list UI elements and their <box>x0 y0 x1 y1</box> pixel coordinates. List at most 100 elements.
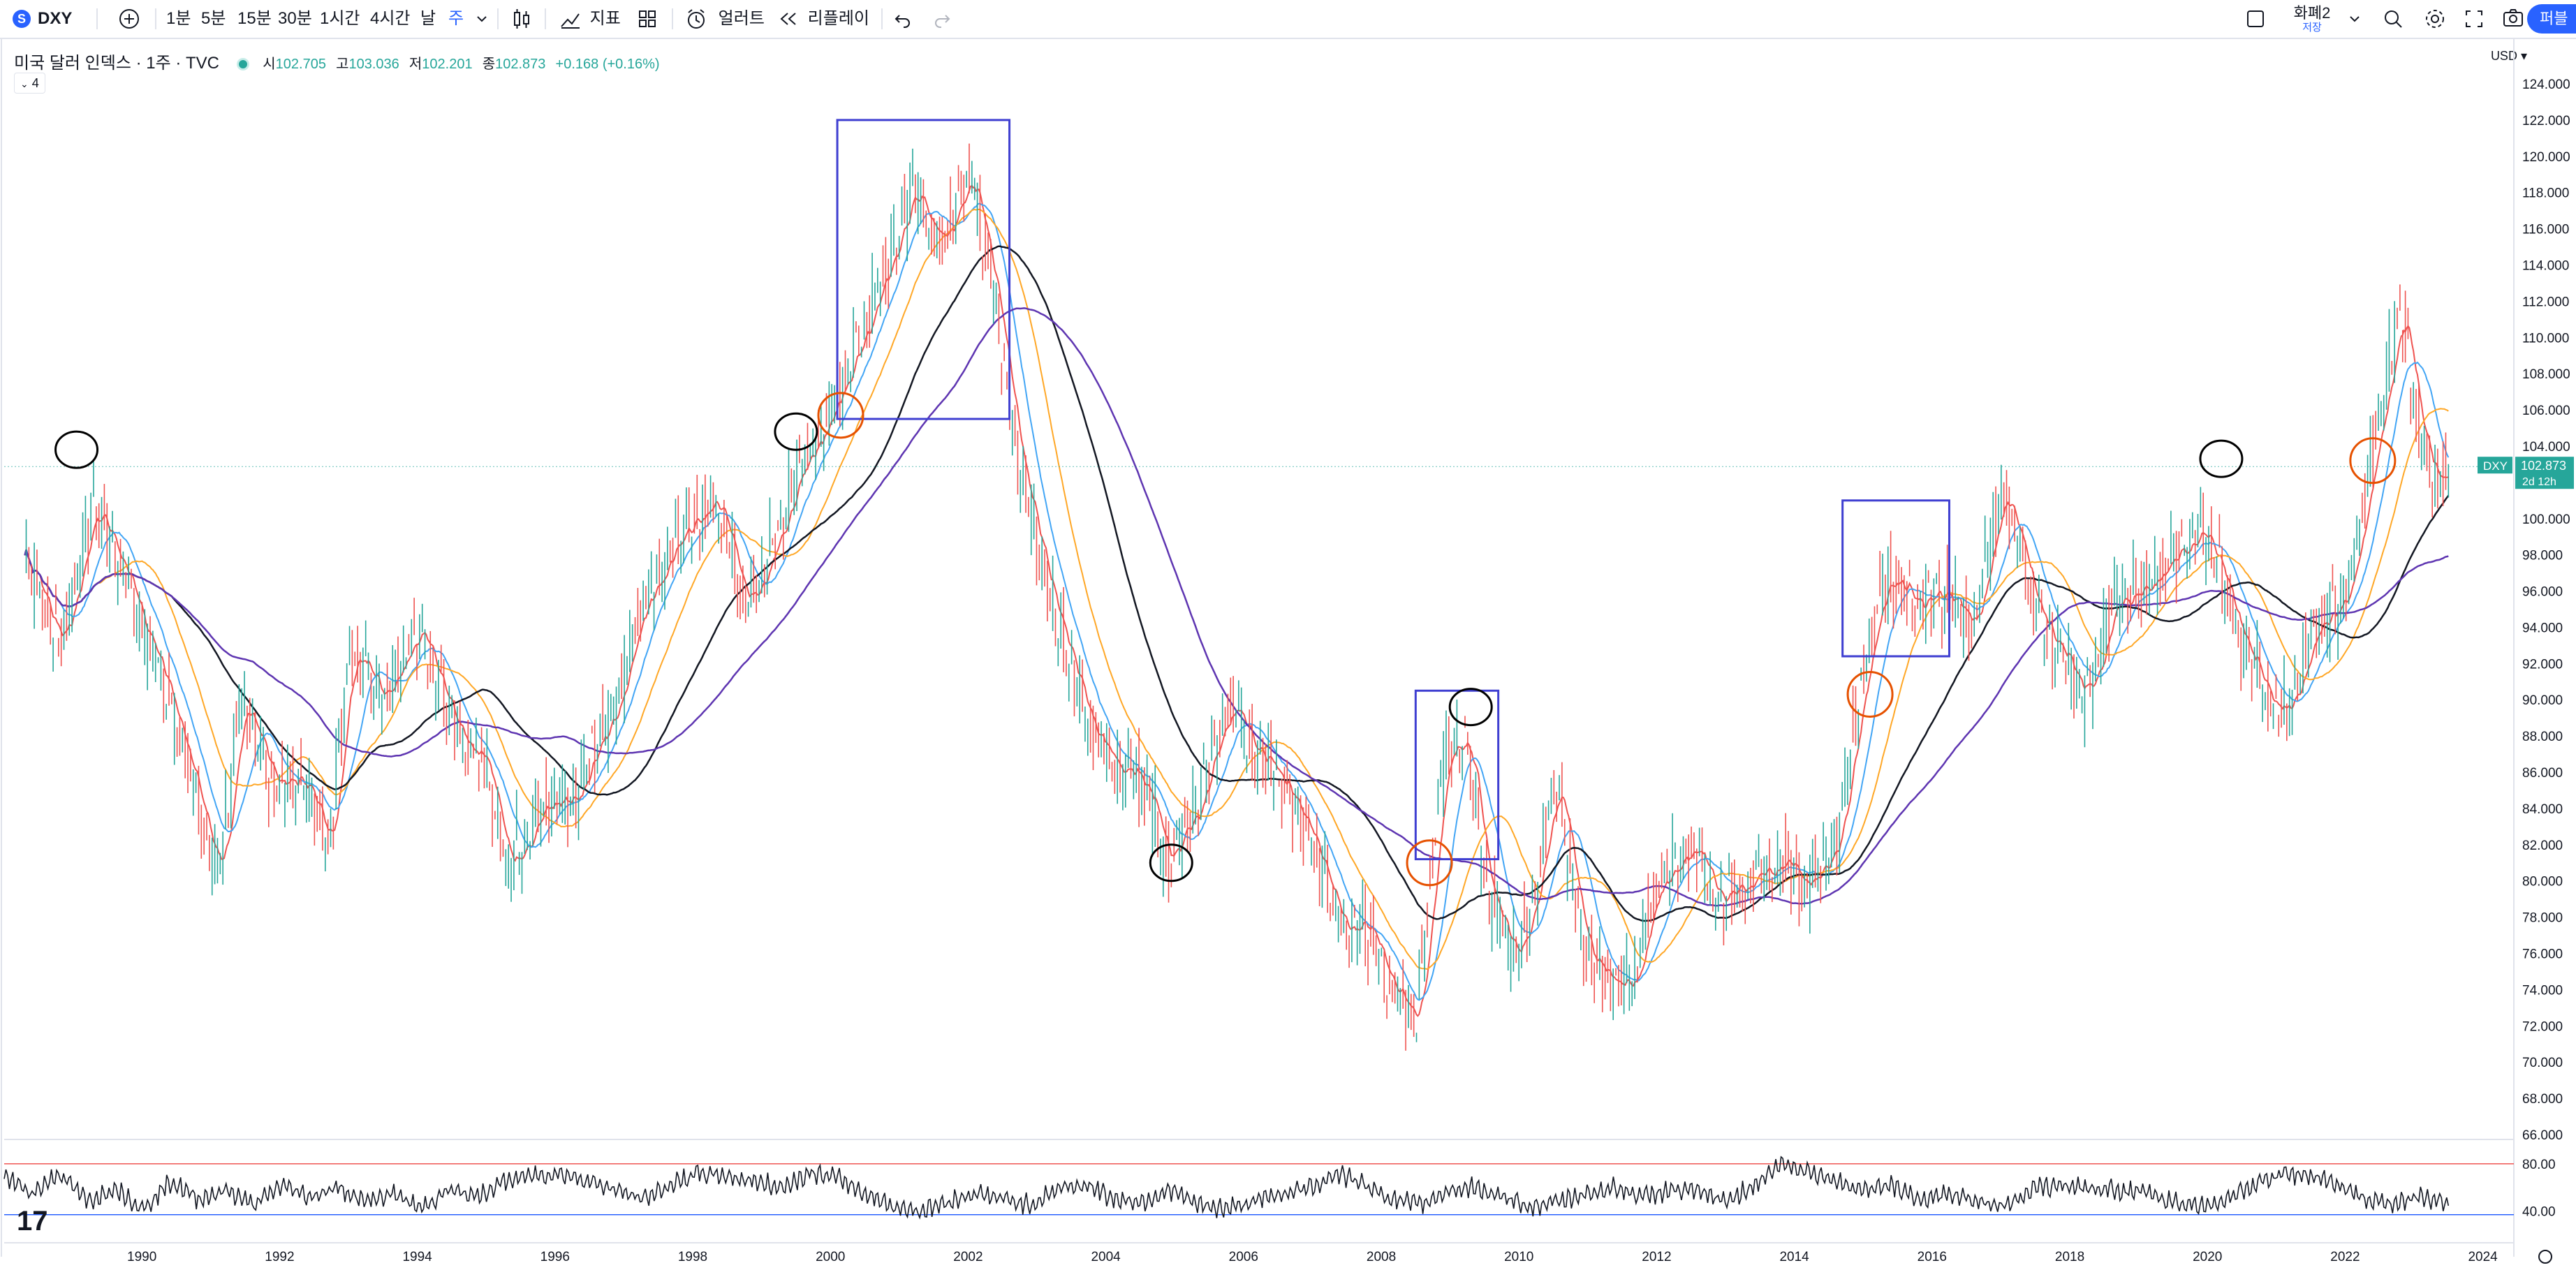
interval-4[interactable]: 1시간 <box>320 9 360 28</box>
high-key: 고 <box>336 57 349 72</box>
legend-title[interactable]: 미국 달러 인덱스 · 1주 · TVC <box>14 54 219 73</box>
layout-menu-button[interactable] <box>2348 0 2362 38</box>
axis-settings-icon[interactable] <box>2538 1250 2552 1264</box>
annotation-circle-black[interactable] <box>1448 688 1493 727</box>
price-tick: 106.000 <box>2522 404 2570 418</box>
layout-name-button[interactable]: 화폐2 저장 <box>2289 4 2335 34</box>
time-label: 2010 <box>1504 1250 1533 1264</box>
symbol-search-button[interactable]: DXY <box>38 9 73 28</box>
interval-0[interactable]: 1분 <box>166 9 191 28</box>
annotation-circle-orange[interactable] <box>1846 670 1894 718</box>
price-tick: 110.000 <box>2522 331 2569 346</box>
symbol-logo-icon: S <box>13 10 31 28</box>
last-label-countdown: 2d 12h <box>2522 476 2556 488</box>
plus-circle-icon <box>119 9 139 29</box>
ma-slow-line <box>24 208 2449 970</box>
price-tick: 94.000 <box>2522 621 2563 635</box>
price-tick: 88.000 <box>2522 730 2563 744</box>
fullscreen-button[interactable] <box>2462 0 2486 38</box>
annotation-box[interactable] <box>1841 499 1950 658</box>
interval-3[interactable]: 30분 <box>278 9 312 28</box>
price-tick: 112.000 <box>2522 295 2569 309</box>
time-label: 2008 <box>1367 1250 1396 1264</box>
time-label: 2000 <box>816 1250 845 1264</box>
annotation-box[interactable] <box>836 119 1011 420</box>
settings-button[interactable] <box>2423 0 2447 38</box>
time-label: 1994 <box>402 1250 432 1264</box>
layout-button[interactable] <box>2244 0 2267 38</box>
price-tick: 98.000 <box>2522 549 2563 563</box>
time-axis[interactable]: 1990 1992 1994 1996 1998 2000 2002 2004 2006 2008… <box>127 1250 2552 1264</box>
snapshot-button[interactable] <box>2501 0 2525 38</box>
currency-selector[interactable]: USD ▾ <box>2491 49 2527 64</box>
time-label: 2016 <box>1918 1250 1947 1264</box>
price-tick: 104.000 <box>2522 440 2570 455</box>
price-tick: 86.000 <box>2522 766 2563 781</box>
fullscreen-icon <box>2466 10 2482 27</box>
interval-5[interactable]: 4시간 <box>370 9 411 28</box>
annotation-circle-orange[interactable] <box>2349 437 2397 485</box>
interval-1[interactable]: 5분 <box>201 9 226 28</box>
last-label-price: 102.873 <box>2521 459 2566 473</box>
undo-button[interactable] <box>892 0 913 38</box>
drawings[interactable] <box>54 119 2397 887</box>
annotation-circle-orange[interactable] <box>1406 839 1453 887</box>
replay-button[interactable]: 리플레이 <box>778 0 869 38</box>
price-tick: 68.000 <box>2522 1092 2563 1107</box>
top-toolbar: S DXY 1분 5분 15분 30분 1시간 4시간 날 주 지표 얼러트 리플레이 화폐2… <box>0 0 2576 39</box>
toolbar-divider <box>155 8 156 29</box>
candles-icon <box>514 9 529 29</box>
time-label: 2024 <box>2468 1250 2498 1264</box>
annotation-circle-orange[interactable] <box>817 392 864 439</box>
price-tick: 90.000 <box>2522 693 2563 708</box>
annotation-circle-black[interactable] <box>774 412 818 451</box>
last-label-bg <box>2515 457 2574 489</box>
ma-longest-line <box>24 307 2449 907</box>
annotation-circle-black[interactable] <box>54 430 99 469</box>
time-label: 2002 <box>953 1250 982 1264</box>
interval-7[interactable]: 주 <box>448 9 464 28</box>
indicators-label: 지표 <box>589 9 621 28</box>
camera-icon <box>2503 9 2523 27</box>
low-key: 저 <box>409 57 422 72</box>
chevron-down-icon <box>477 16 487 22</box>
last-label-symbol: DXY <box>2483 459 2508 473</box>
redo-button[interactable] <box>932 0 952 38</box>
indicators-icon <box>561 13 580 29</box>
alert-label: 얼러트 <box>718 9 765 28</box>
templates-button[interactable] <box>637 0 658 38</box>
time-label: 2006 <box>1229 1250 1258 1264</box>
time-label: 1996 <box>540 1250 570 1264</box>
price-tick: 80.000 <box>2522 875 2563 889</box>
annotation-circle-black[interactable] <box>1149 843 1193 883</box>
interval-6[interactable]: 날 <box>420 9 436 28</box>
chart-type-button[interactable] <box>510 0 533 38</box>
interval-dropdown-button[interactable] <box>475 0 489 38</box>
indicators-button[interactable]: 지표 <box>559 0 621 38</box>
annotation-box[interactable] <box>1414 689 1500 861</box>
time-label: 2004 <box>1091 1250 1121 1264</box>
redo-icon <box>935 15 950 28</box>
indicators-collapse-button[interactable]: ⌄ 4 <box>14 73 45 94</box>
interval-2[interactable]: 15분 <box>237 9 272 28</box>
low-value: 102.201 <box>422 57 473 72</box>
search-button[interactable] <box>2381 0 2405 38</box>
moving-averages <box>24 184 2450 1017</box>
indicators-count: 4 <box>31 76 39 90</box>
price-tick: 120.000 <box>2522 150 2570 165</box>
price-scale[interactable]: 124.000 122.000 120.000 118.000 116.000 114.0… <box>2478 77 2574 1143</box>
price-tick: 96.000 <box>2522 585 2563 600</box>
compare-symbol-button[interactable] <box>117 0 141 38</box>
rsi-tick: 80.00 <box>2522 1158 2556 1172</box>
alarm-clock-icon <box>688 9 705 29</box>
ma-fast-line <box>24 184 2449 1017</box>
layout-save-status: 저장 <box>2302 22 2322 34</box>
alert-button[interactable]: 얼러트 <box>684 0 765 38</box>
candles <box>4 143 2514 1051</box>
price-tick: 82.000 <box>2522 839 2563 853</box>
toolbar-divider <box>672 8 673 29</box>
publish-button[interactable]: 퍼블 <box>2527 4 2576 34</box>
price-tick: 76.000 <box>2522 947 2563 962</box>
annotation-circle-black[interactable] <box>2199 439 2244 478</box>
